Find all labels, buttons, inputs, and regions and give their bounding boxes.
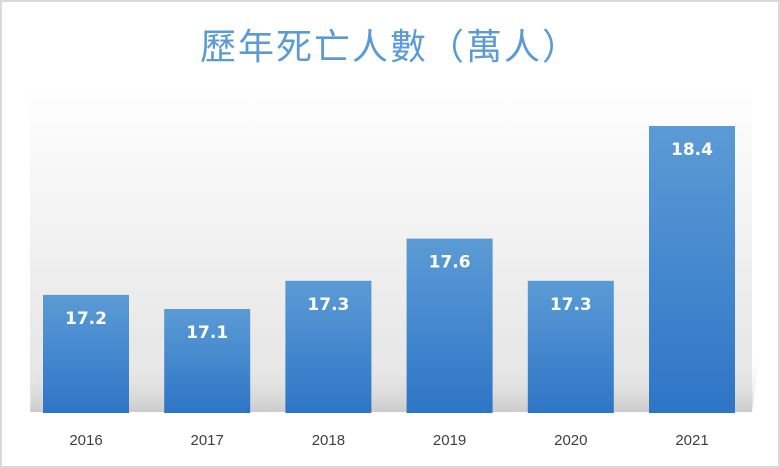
bar-2018 <box>285 280 372 413</box>
data-label-2020: 17.3 <box>550 295 592 315</box>
bar-2021 <box>649 126 735 413</box>
data-label-2021: 18.4 <box>671 140 713 160</box>
x-tick-label-2021: 2021 <box>675 432 708 449</box>
bar-2016 <box>43 294 129 413</box>
data-label-2019: 17.6 <box>429 253 471 273</box>
data-label-2016: 17.2 <box>65 309 107 329</box>
bar-2019 <box>406 238 493 413</box>
x-tick-label-2020: 2020 <box>554 432 587 449</box>
data-label-2018: 17.3 <box>307 295 349 315</box>
chart-title: 歷年死亡人數（萬人） <box>199 27 580 68</box>
x-tick-label-2019: 2019 <box>433 432 466 449</box>
x-tick-label-2016: 2016 <box>69 432 102 449</box>
x-tick-label-2018: 2018 <box>312 432 345 449</box>
x-tick-label-2017: 2017 <box>191 432 224 449</box>
data-label-2017: 17.1 <box>186 323 228 343</box>
bar-2020 <box>527 280 614 413</box>
bar-2017 <box>164 309 251 413</box>
